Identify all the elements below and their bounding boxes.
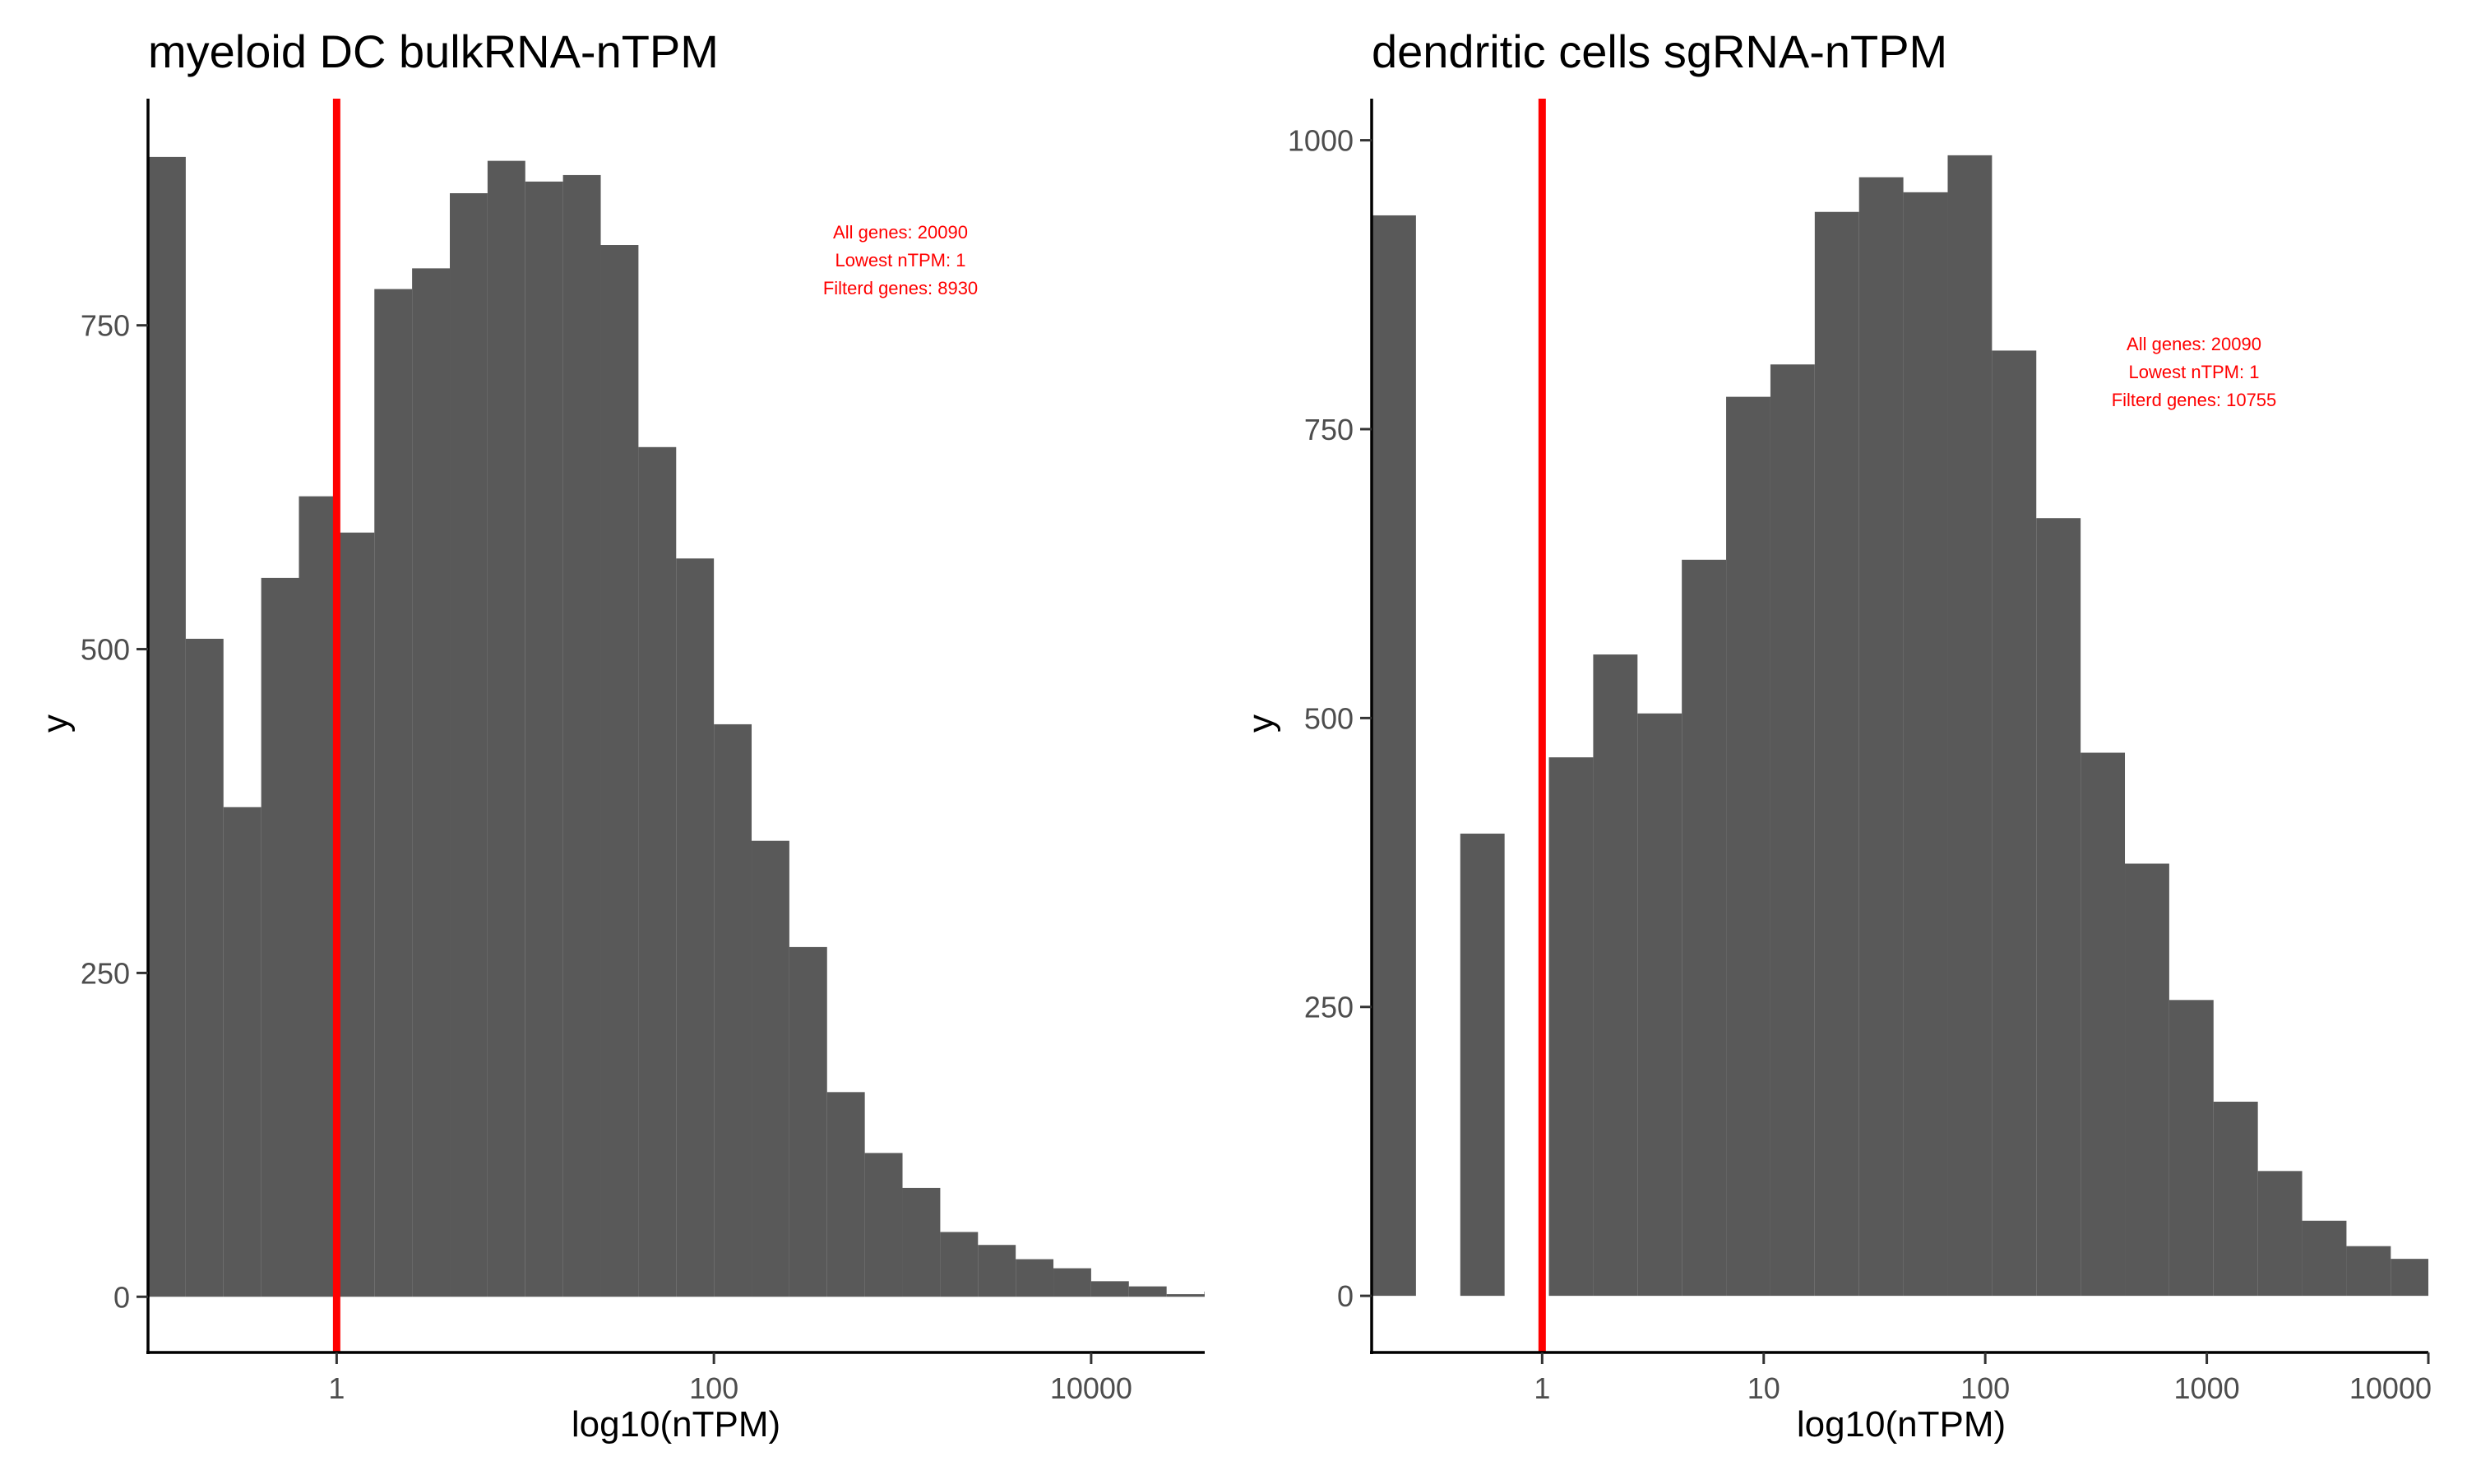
x-tick-label: 10000 (2349, 1371, 2432, 1405)
panel-title: myeloid DC bulkRNA-nTPM (148, 25, 719, 77)
x-tick-label: 100 (689, 1371, 738, 1405)
histogram-bar (299, 497, 337, 1297)
histogram-bar (1167, 1294, 1205, 1297)
histogram-bar (488, 161, 525, 1297)
histogram-bar (1859, 178, 1904, 1297)
x-tick-label: 100 (1960, 1371, 2010, 1405)
x-axis-title: log10(nTPM) (1797, 1404, 2006, 1445)
histogram-bar (714, 724, 752, 1297)
histogram-bar (978, 1245, 1016, 1297)
histogram-bar (1637, 714, 1682, 1296)
panel-myeloid-dc: myeloid DC bulkRNA-nTPM log10(nTPM) y 0 2… (35, 25, 1205, 1445)
histogram-bar (1992, 350, 2036, 1296)
annotation-line: Lowest nTPM: 1 (2129, 362, 2260, 382)
histogram-bar (412, 268, 450, 1297)
histogram-bar (2169, 1000, 2214, 1296)
histogram-bar (1372, 215, 1416, 1296)
histogram-bar (1549, 757, 1594, 1296)
annotation-line: Filterd genes: 10755 (2112, 390, 2277, 410)
histogram-bar (186, 639, 224, 1297)
y-tick-label: 250 (81, 956, 130, 990)
histogram-bar (525, 182, 563, 1297)
panel-dendritic-cells: dendritic cells sgRNA-nTPM log10(nTPM) y… (1241, 25, 2432, 1445)
histogram-bar (1593, 654, 1637, 1296)
x-tick-label: 1 (1534, 1371, 1550, 1405)
x-tick-label: 1 (328, 1371, 345, 1405)
annotation-line: All genes: 20090 (833, 222, 968, 243)
histogram-bar (224, 807, 262, 1297)
y-tick-label: 0 (1337, 1279, 1354, 1313)
histogram-bar (1904, 192, 1948, 1296)
histogram-bar (1726, 397, 1770, 1297)
histogram-bar (1053, 1269, 1091, 1297)
histogram-bar (2214, 1102, 2258, 1296)
histogram-bar (827, 1092, 865, 1297)
y-tick-label: 500 (1304, 701, 1354, 735)
histogram-bar (2391, 1259, 2428, 1296)
y-tick-label: 1000 (1288, 124, 1354, 158)
y-axis-title: y (35, 714, 76, 733)
y-tick-label: 500 (81, 633, 130, 667)
histogram-bar (1815, 212, 1859, 1296)
histogram-bar (2036, 518, 2081, 1296)
histogram-bar (336, 533, 374, 1297)
histogram-bar (1460, 834, 1505, 1296)
histogram-bar (676, 558, 714, 1297)
histogram-bar (2125, 863, 2169, 1296)
histogram-bar (450, 193, 488, 1297)
histogram-bar (374, 289, 412, 1297)
annotation-line: All genes: 20090 (2127, 334, 2261, 354)
y-tick-label: 750 (1304, 413, 1354, 446)
y-tick-label: 750 (81, 309, 130, 343)
y-axis-title: y (1241, 714, 1281, 733)
histogram-bar (2346, 1246, 2391, 1296)
histogram-bar (752, 841, 789, 1297)
x-tick-label: 10 (1747, 1371, 1780, 1405)
panel-title: dendritic cells sgRNA-nTPM (1372, 25, 1947, 77)
histogram-bar (789, 947, 827, 1297)
y-tick-label: 250 (1304, 991, 1354, 1024)
histogram-bar (148, 157, 186, 1297)
bars (148, 99, 1205, 1352)
y-tick-label: 0 (113, 1280, 130, 1314)
histogram-bar (2303, 1221, 2347, 1296)
histogram-bar (638, 447, 676, 1297)
histogram-bar (2258, 1171, 2303, 1296)
histogram-bar (865, 1153, 903, 1297)
x-tick-label: 10000 (1050, 1371, 1132, 1405)
histogram-bar (1016, 1260, 1053, 1297)
histogram-bar (563, 175, 601, 1297)
histogram-bar (1129, 1287, 1167, 1297)
histogram-bar (262, 578, 299, 1297)
bars (1372, 99, 2428, 1352)
annotation-line: Lowest nTPM: 1 (835, 250, 966, 270)
x-tick-label: 1000 (2174, 1371, 2240, 1405)
histogram-bar (940, 1232, 978, 1297)
histogram-bar (601, 245, 639, 1297)
histogram-bar (1770, 364, 1815, 1296)
x-axis-title: log10(nTPM) (572, 1404, 780, 1445)
histogram-bar (1947, 155, 1992, 1296)
histogram-bar (2081, 753, 2125, 1297)
histogram-bar (1091, 1281, 1129, 1297)
annotation-line: Filterd genes: 8930 (823, 278, 978, 298)
histogram-bar (1682, 560, 1726, 1296)
histogram-bar (903, 1188, 941, 1297)
